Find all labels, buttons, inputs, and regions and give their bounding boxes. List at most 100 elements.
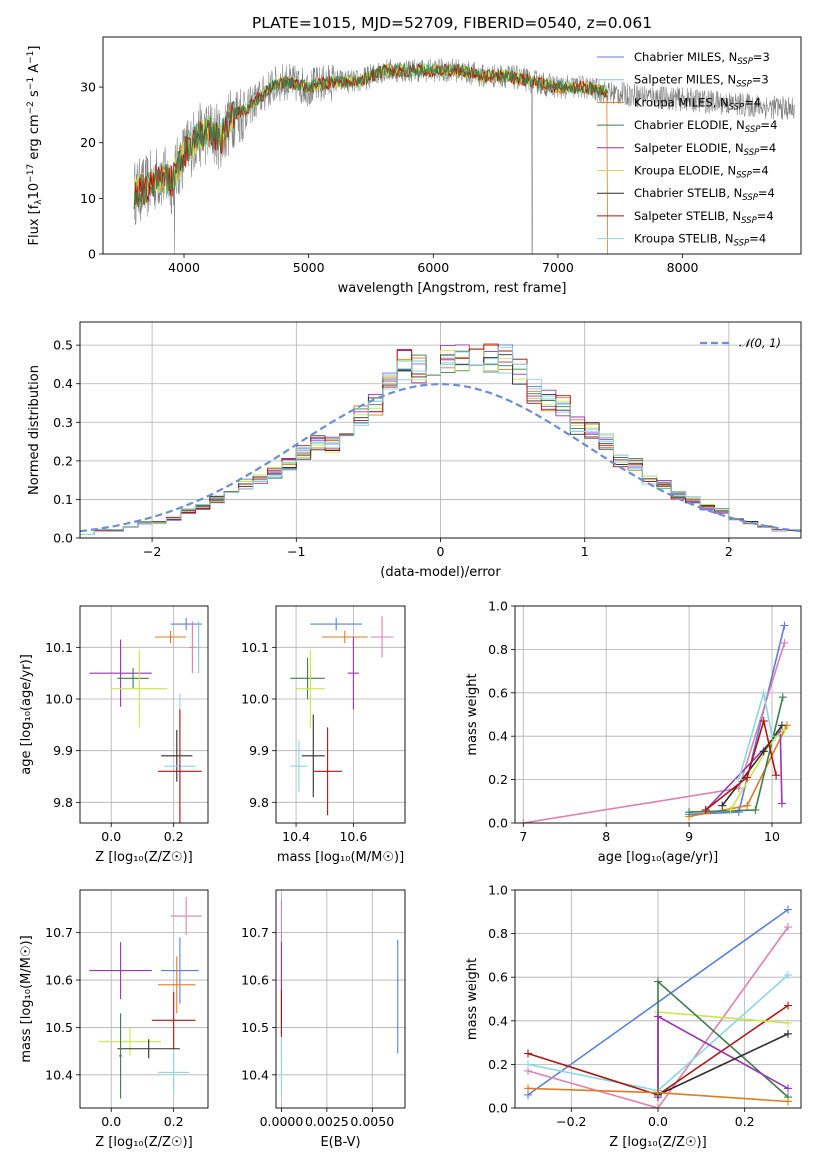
y-tick-label: 10.5 <box>241 1020 269 1035</box>
errorbar-chabrier-elodie <box>119 1013 123 1099</box>
x-tick-label: 0.0 <box>648 1114 668 1129</box>
y-tick-label: 10.4 <box>45 1067 73 1082</box>
plot-area <box>133 58 795 254</box>
legend-nssp-subscript: SSP <box>736 171 752 181</box>
errorbar-kroupa-elodie <box>111 649 168 728</box>
legend-nssp-count: 4 <box>766 209 773 223</box>
observed-spectrum-line <box>133 58 795 254</box>
errorbar-chabrier-miles <box>310 617 362 631</box>
weight-marker <box>743 773 752 782</box>
model-spectrum-kroupa-elodie <box>133 63 608 210</box>
errorbar-chabrier-elodie <box>117 668 149 689</box>
axes: 10.4 10.6 9.8 9.9 10.0 10.1 mass [log₁₀(M/M☉)] <box>241 605 406 865</box>
legend-label: Chabrier ELODIE, NSSP=4 <box>634 118 777 135</box>
x-tick-label: 6000 <box>417 260 449 275</box>
legend-nssp-prefix: , N <box>729 118 745 132</box>
weight-marker <box>778 693 787 702</box>
axes: 0.0 0.2 10.4 10.5 10.6 10.7 Z [log₁₀(Z/Z☉)] mas… <box>19 889 209 1150</box>
y-label-part: λ <box>34 199 44 205</box>
axes: 0.0 0.2 9.8 9.9 10.0 10.1 Z [log₁₀(Z/Z☉)] age [… <box>19 605 209 865</box>
legend-label: Kroupa STELIB, NSSP=4 <box>634 232 766 249</box>
y-label-part: A <box>27 64 42 77</box>
legend-series-name: Kroupa ELODIE <box>634 164 720 178</box>
legend-nssp-subscript: SSP <box>742 193 758 203</box>
axes-frame <box>79 889 209 1109</box>
y-tick-label: 9.8 <box>249 795 269 810</box>
x-tick-label: 0.0000 <box>260 1114 304 1129</box>
axes-frame <box>275 605 406 824</box>
x-tick-label: 0.0 <box>101 1114 121 1129</box>
errorbar-kroupa-elodie <box>296 649 325 728</box>
weight-marker <box>701 805 710 814</box>
errorbar-kroupa-stelib <box>290 740 308 792</box>
axes: 4000 5000 6000 7000 8000 0 10 20 30 wavelength [A… <box>26 14 802 296</box>
weight-marker <box>780 621 789 630</box>
y-tick-label: 10.5 <box>45 1020 73 1035</box>
weight-line-chabrier-elodie <box>689 696 784 813</box>
legend-label: Kroupa MILES, NSSP=4 <box>634 95 761 112</box>
errorbar-chabrier-stelib <box>161 730 193 782</box>
x-tick-label: 2 <box>725 544 733 559</box>
weight-marker <box>524 1049 532 1058</box>
legend-nssp-subscript: SSP <box>741 216 757 226</box>
y-label-part: Flux [f <box>27 204 42 245</box>
legend-nssp-count: 4 <box>770 118 777 132</box>
y-axis-label: Normed distribution <box>27 365 42 495</box>
errorbar-kroupa-stelib <box>158 1051 190 1094</box>
y-tick-label: 0.2 <box>53 453 73 468</box>
x-tick-label: 4000 <box>168 260 200 275</box>
weight-marker <box>784 1097 792 1106</box>
weight-marker <box>654 1012 662 1021</box>
y-tick-label: 10.0 <box>241 692 269 707</box>
x-tick-label: 10.6 <box>339 829 367 844</box>
model-spectrum-chabrier-elodie <box>133 63 608 210</box>
y-label-part: ] <box>27 46 42 51</box>
weight-marker <box>519 819 528 823</box>
x-tick-label: −1 <box>287 544 305 559</box>
x-tick-label: 0.2 <box>735 1114 755 1129</box>
legend-nssp-value: = <box>757 209 767 223</box>
weight-marker <box>767 732 776 741</box>
mass-vs-metallicity-panel: 0.0 0.2 10.4 10.5 10.6 10.7 Z [log₁₀(Z/Z☉)] mas… <box>19 889 209 1150</box>
weight-line-chabrier-stelib <box>721 724 783 807</box>
y-tick-label: 9.8 <box>53 795 73 810</box>
x-tick-label: −0.2 <box>556 1114 586 1129</box>
weight-marker <box>759 688 768 697</box>
mass-vs-ebv-panel: 0.0000 0.0025 0.0050 10.4 10.5 10.6 10.7 E(B-V) <box>241 889 406 1150</box>
legend-nssp-subscript: SSP <box>737 57 753 67</box>
weight-marker <box>524 1060 532 1069</box>
legend-nssp-prefix: , N <box>725 209 741 223</box>
y-axis-label: Flux [fλ10−17 erg cm−2 s−1 A−1] <box>26 46 44 246</box>
y-tick-label: 1.0 <box>488 883 508 898</box>
legend-nssp-count: 4 <box>759 232 766 246</box>
plot-area <box>524 905 792 1108</box>
y-tick-label: 0.4 <box>488 1013 508 1028</box>
weight-marker <box>751 805 760 814</box>
x-axis-label: (data-model)/error <box>380 565 501 580</box>
errorbar-chabrier-stelib <box>117 1039 180 1059</box>
weight-marker <box>772 771 781 780</box>
y-tick-label: 0.8 <box>488 642 508 657</box>
errorbar-chabrier-miles <box>161 937 199 1004</box>
legend-series-name: Salpeter ELODIE <box>634 141 728 155</box>
y-axis-label: mass weight <box>465 673 480 755</box>
y-label-part: −1 <box>26 77 36 90</box>
y-tick-label: 0.5 <box>53 338 73 353</box>
legend-label: Kroupa ELODIE, NSSP=4 <box>634 164 769 181</box>
errorbar-chabrier-miles <box>170 617 202 631</box>
plot-area <box>280 899 399 1094</box>
legend-nssp-subscript: SSP <box>729 102 745 112</box>
weight-marker <box>743 801 752 810</box>
weight-marker <box>784 905 792 914</box>
plot-area <box>89 617 202 823</box>
weight-vs-metallicity-panel: −0.2 0.0 0.2 0.0 0.2 0.4 0.6 0.8 1.0 Z [log₁₀(Z/Z… <box>465 883 802 1150</box>
weight-line-chabrier-stelib <box>657 1033 789 1096</box>
legend-nssp-prefix: , N <box>721 50 737 64</box>
x-tick-label: 8 <box>602 829 610 844</box>
legend-nssp-value: = <box>749 232 759 246</box>
legend-nssp-value: = <box>759 141 769 155</box>
errorbar-chabrier-stelib <box>301 714 325 798</box>
legend-nssp-subscript: SSP <box>736 80 752 90</box>
model-spectrum-kroupa-miles <box>133 62 608 254</box>
axes: −2 −1 0 1 2 0.0 0.1 0.2 0.3 0.4 0.5 (data-model)/er… <box>27 321 802 580</box>
